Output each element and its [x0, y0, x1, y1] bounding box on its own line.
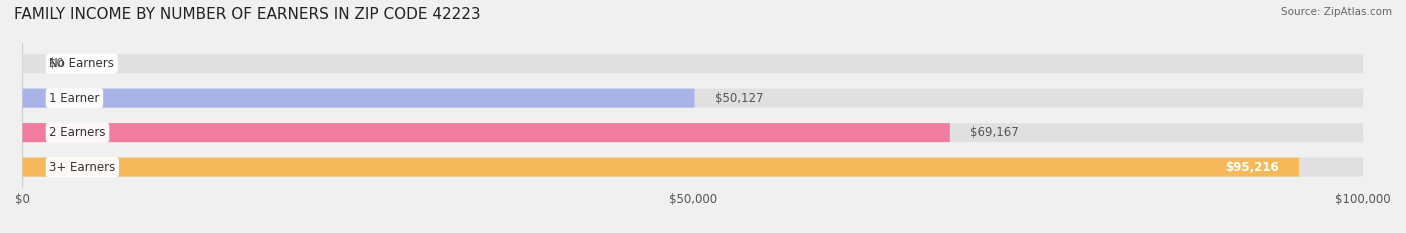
Text: $50,127: $50,127 [714, 92, 763, 105]
FancyBboxPatch shape [22, 123, 950, 142]
FancyBboxPatch shape [22, 89, 695, 108]
Text: No Earners: No Earners [49, 57, 114, 70]
FancyBboxPatch shape [22, 54, 1364, 73]
Text: FAMILY INCOME BY NUMBER OF EARNERS IN ZIP CODE 42223: FAMILY INCOME BY NUMBER OF EARNERS IN ZI… [14, 7, 481, 22]
Text: 1 Earner: 1 Earner [49, 92, 100, 105]
FancyBboxPatch shape [22, 158, 1364, 177]
FancyBboxPatch shape [22, 123, 1364, 142]
Text: $0: $0 [49, 57, 65, 70]
Text: Source: ZipAtlas.com: Source: ZipAtlas.com [1281, 7, 1392, 17]
Text: 3+ Earners: 3+ Earners [49, 161, 115, 174]
FancyBboxPatch shape [22, 89, 1364, 108]
Text: $69,167: $69,167 [970, 126, 1019, 139]
Text: 2 Earners: 2 Earners [49, 126, 105, 139]
Text: $95,216: $95,216 [1225, 161, 1279, 174]
FancyBboxPatch shape [22, 158, 1299, 177]
